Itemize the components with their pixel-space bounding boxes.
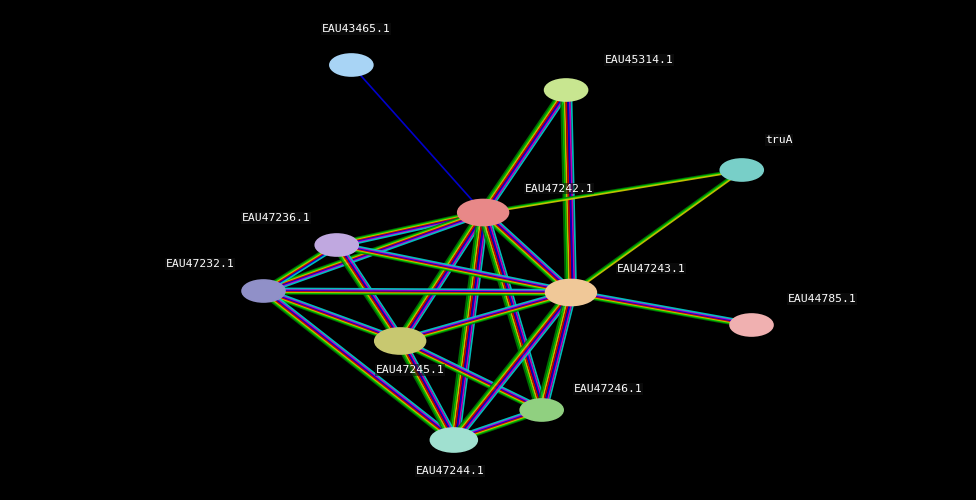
- Text: EAU47246.1: EAU47246.1: [574, 384, 642, 394]
- Circle shape: [242, 280, 285, 302]
- Text: EAU47242.1: EAU47242.1: [525, 184, 593, 194]
- Text: EAU47243.1: EAU47243.1: [617, 264, 685, 274]
- Circle shape: [545, 79, 588, 101]
- Text: EAU45314.1: EAU45314.1: [605, 55, 673, 65]
- Circle shape: [720, 159, 763, 181]
- Circle shape: [458, 200, 508, 226]
- Text: EAU43465.1: EAU43465.1: [322, 24, 390, 34]
- Text: truA: truA: [765, 135, 793, 145]
- Circle shape: [315, 234, 358, 256]
- Circle shape: [375, 328, 426, 354]
- Circle shape: [546, 280, 596, 305]
- Text: EAU47244.1: EAU47244.1: [416, 466, 484, 476]
- Circle shape: [430, 428, 477, 452]
- Text: EAU44785.1: EAU44785.1: [788, 294, 856, 304]
- Text: EAU47232.1: EAU47232.1: [166, 259, 234, 269]
- Text: EAU47236.1: EAU47236.1: [242, 213, 310, 223]
- Circle shape: [330, 54, 373, 76]
- Circle shape: [520, 399, 563, 421]
- Circle shape: [730, 314, 773, 336]
- Text: EAU47245.1: EAU47245.1: [376, 365, 444, 375]
